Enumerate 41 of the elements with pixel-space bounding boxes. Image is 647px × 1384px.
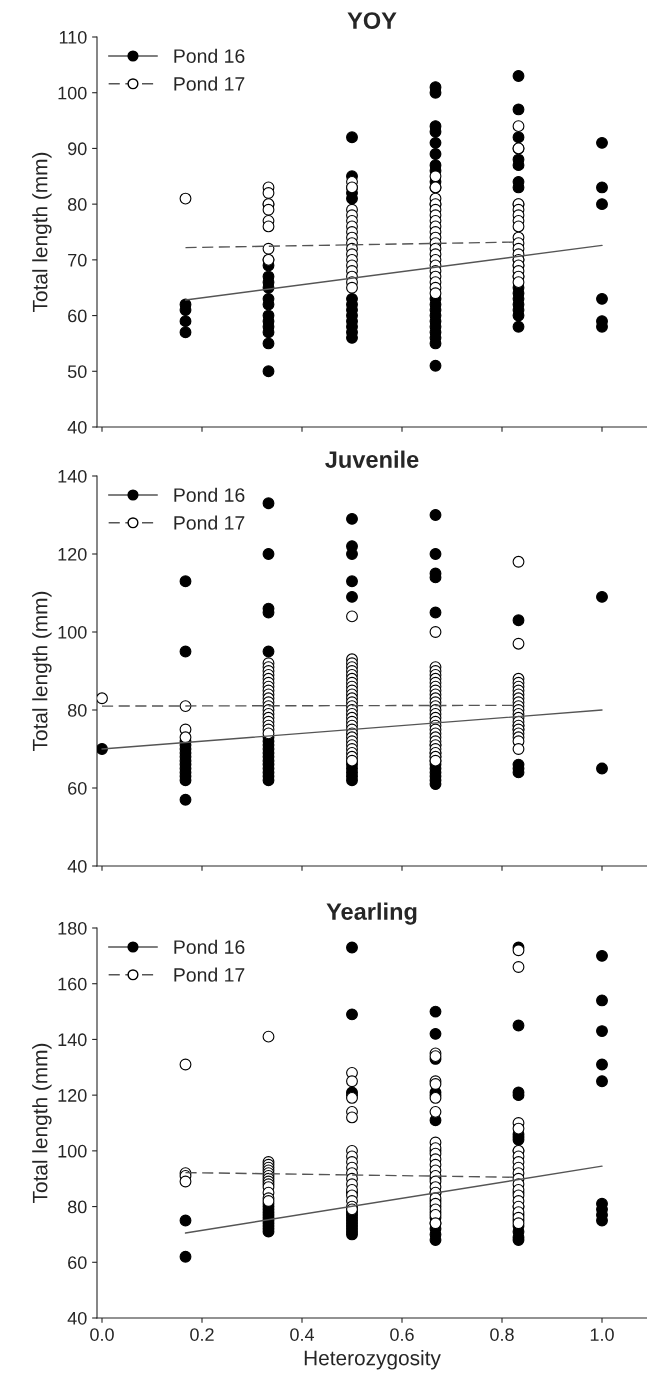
y-tick-label: 100 [58, 625, 87, 639]
x-tick-label: 0.0 [90, 1328, 114, 1341]
y-tick-label: 140 [58, 1033, 87, 1047]
legend-label: Pond 16 [174, 939, 245, 954]
y-tick-label: 60 [68, 781, 87, 795]
y-tick-label: 80 [67, 1200, 87, 1214]
x-tick-label: 0.8 [490, 1328, 514, 1341]
legend-label: Pond 17 [174, 76, 245, 91]
x-axis-title: Heterozygosity [304, 1350, 441, 1370]
y-tick-label: 100 [58, 1144, 87, 1158]
x-tick-label: 0.6 [390, 1328, 414, 1341]
legend-label: Pond 16 [174, 487, 245, 502]
x-tick-label: 1.0 [590, 1328, 614, 1341]
chart-title: YOY [347, 12, 397, 29]
legend-label: Pond 17 [174, 515, 245, 530]
y-axis-title: Total length (mm) [32, 591, 52, 751]
y-tick-label: 60 [68, 1256, 87, 1270]
y-tick-label: 60 [68, 309, 87, 323]
y-axis-title: Total length (mm) [32, 152, 52, 312]
chart-title: Juvenile [325, 450, 419, 468]
chart-title: Yearling [326, 902, 417, 925]
legend-label: Pond 16 [174, 48, 245, 63]
y-tick-label: 120 [58, 1089, 87, 1102]
y-tick-label: 160 [58, 977, 87, 991]
x-tick-label: 0.2 [190, 1328, 214, 1341]
y-tick-label: 90 [68, 142, 87, 156]
y-tick-label: 120 [58, 547, 87, 561]
y-tick-label: 180 [58, 921, 87, 935]
y-tick-label: 40 [67, 1311, 87, 1325]
y-tick-label: 40 [67, 859, 87, 873]
x-tick-label: 0.4 [290, 1328, 315, 1341]
legend-label: Pond 17 [174, 967, 245, 982]
y-tick-label: 110 [59, 30, 87, 44]
y-tick-label: 80 [67, 703, 87, 717]
y-tick-label: 50 [67, 365, 87, 379]
y-tick-label: 140 [58, 469, 87, 483]
y-tick-label: 70 [68, 253, 87, 267]
y-tick-label: 80 [67, 198, 87, 211]
y-axis-title: Total length (mm) [32, 1043, 52, 1203]
y-tick-label: 100 [58, 86, 87, 100]
y-tick-label: 40 [67, 420, 87, 434]
